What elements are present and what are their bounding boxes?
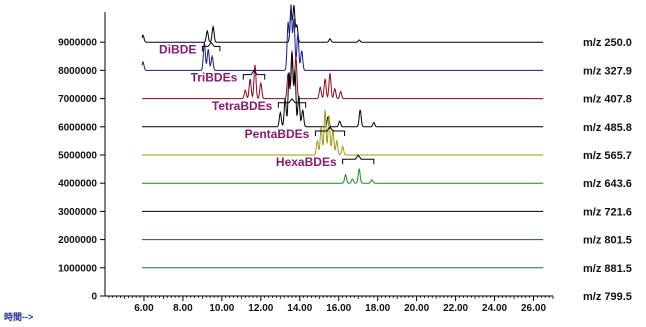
axes-group: 0 1000000 2000000 3000000 4000000 5000000 6000…	[4, 12, 554, 322]
annotation-label-0: DiBDE	[159, 42, 196, 56]
series-label-group: m/z 250.0 m/z 327.9 m/z 407.8 m/z 485.8 m/z …	[583, 37, 632, 303]
annotation-group: DiBDE TriBDEs TetraBDEs PentaBDEs HexaBDEs	[159, 41, 375, 169]
x-tick-label: 26.00	[521, 303, 546, 314]
series-label-0: m/z 250.0	[583, 37, 632, 49]
y-tick-label: 6000000	[58, 122, 97, 133]
x-tick-label: 12.00	[248, 303, 273, 314]
y-tick-label: 0	[91, 292, 97, 303]
y-tick-label: 7000000	[58, 94, 97, 105]
series-label-7: m/z 801.5	[583, 235, 632, 247]
x-tick-label: 22.00	[443, 303, 468, 314]
x-tick-label: 18.00	[365, 303, 390, 314]
x-tick-label: 20.00	[404, 303, 429, 314]
x-tick-label: 16.00	[326, 303, 351, 314]
series-label-8: m/z 881.5	[583, 263, 632, 275]
y-tick-label: 9000000	[58, 38, 97, 49]
y-tick-label: 1000000	[58, 263, 97, 274]
series-label-6: m/z 721.6	[583, 206, 632, 218]
trace-2	[142, 50, 544, 100]
series-label-3: m/z 485.8	[583, 122, 632, 134]
x-tick-label: 24.00	[482, 303, 507, 314]
series-label-4: m/z 565.7	[583, 150, 632, 162]
x-tick-label: 10.00	[209, 303, 234, 314]
annotation-brace-0	[201, 41, 221, 52]
trace-5	[142, 167, 544, 184]
trace-3	[142, 52, 544, 128]
annotation-brace-3	[314, 126, 346, 136]
annotation-label-4: HexaBDEs	[276, 155, 337, 169]
y-tick-label: 5000000	[58, 151, 97, 162]
series-label-2: m/z 407.8	[583, 94, 632, 106]
x-tick-label: 6.00	[134, 303, 154, 314]
annotation-brace-2	[277, 97, 307, 108]
annotation-label-2: TetraBDEs	[212, 99, 273, 113]
annotation-brace-4	[342, 154, 375, 165]
annotation-label-3: PentaBDEs	[245, 127, 310, 141]
series-label-1: m/z 327.9	[583, 65, 632, 77]
annotation-brace-1	[242, 69, 266, 80]
y-tick-label: 4000000	[58, 179, 97, 190]
x-axis-label: 時間-->	[4, 311, 33, 322]
y-tick-label: 2000000	[58, 235, 97, 246]
trace-1	[141, 4, 544, 71]
y-tick-label: 8000000	[58, 66, 97, 77]
series-label-5: m/z 643.6	[583, 178, 632, 190]
series-label-9: m/z 799.5	[583, 291, 632, 303]
x-tick-label: 8.00	[173, 303, 193, 314]
trace-0	[141, 4, 544, 43]
y-tick-label: 3000000	[58, 207, 97, 218]
annotation-label-1: TriBDEs	[191, 71, 238, 85]
x-tick-label: 14.00	[287, 303, 312, 314]
trace-4	[142, 109, 544, 156]
